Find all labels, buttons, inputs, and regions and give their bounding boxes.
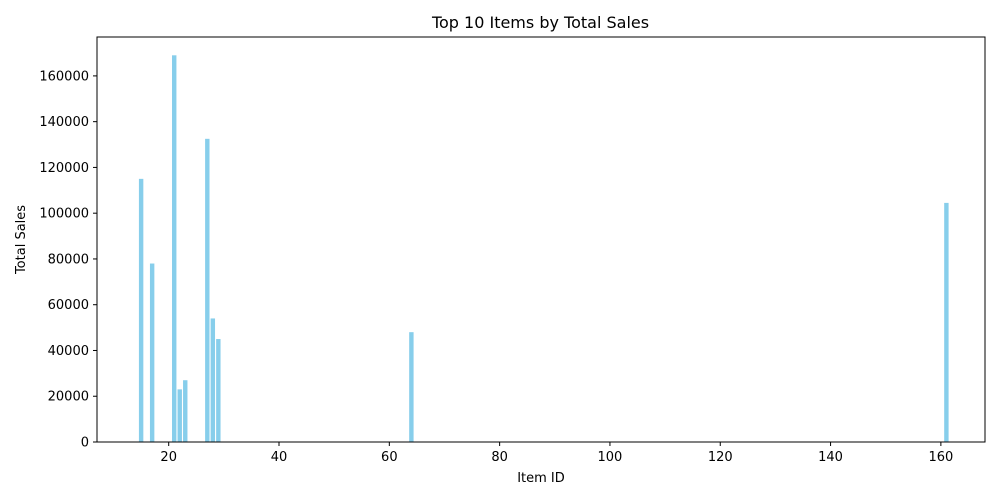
bar-item-15 (138, 178, 144, 442)
bar-item-64 (409, 332, 414, 442)
y-tick-label: 120000 (39, 161, 89, 176)
bar-item-29 (216, 339, 221, 442)
x-tick-label: 140 (818, 450, 843, 465)
bar-item-17 (149, 263, 155, 442)
x-axis-ticks: 20 40 60 80 100 120 140 160 (160, 442, 953, 465)
y-tick-label: 40000 (48, 344, 89, 359)
y-tick-label: 60000 (48, 298, 89, 313)
y-tick-label: 20000 (48, 390, 89, 405)
bar-item-161 (944, 202, 949, 442)
bars-group (138, 55, 949, 443)
x-tick-label: 80 (491, 450, 508, 465)
x-tick-label: 100 (598, 450, 623, 465)
chart-title: Top 10 Items by Total Sales (431, 13, 649, 32)
x-tick-label: 120 (708, 450, 733, 465)
y-tick-label: 140000 (39, 115, 89, 130)
x-tick-label: 40 (271, 450, 288, 465)
x-axis-label: Item ID (517, 471, 565, 486)
y-tick-label: 100000 (39, 207, 89, 222)
y-tick-label: 160000 (39, 69, 89, 84)
y-tick-label: 80000 (48, 252, 89, 267)
x-tick-label: 60 (381, 450, 398, 465)
bar-item-23 (183, 380, 188, 442)
y-axis-ticks: 0 20000 40000 60000 80000 100000 120000 140000 1… (39, 69, 97, 451)
y-tick-label: 0 (81, 436, 89, 451)
plot-frame (96, 36, 986, 443)
bar-item-22 (177, 389, 182, 442)
bar-item-28 (210, 318, 216, 442)
x-tick-label: 160 (928, 450, 953, 465)
bar-item-21 (172, 55, 177, 442)
bar-item-27 (205, 138, 210, 443)
x-tick-label: 20 (160, 450, 177, 465)
y-axis-label: Total Sales (14, 205, 29, 275)
